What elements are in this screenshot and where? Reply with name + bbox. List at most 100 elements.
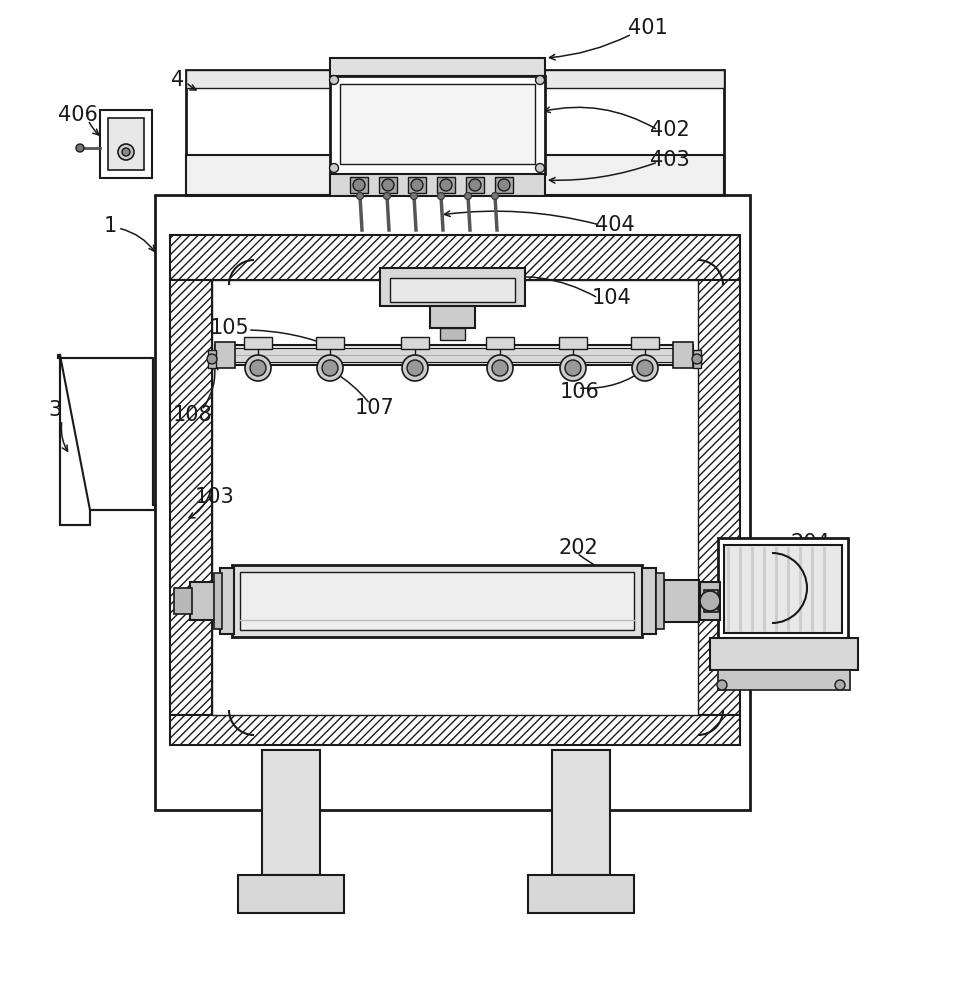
Bar	[700, 582, 720, 620]
Bar	[559, 337, 587, 349]
Circle shape	[632, 355, 658, 381]
Circle shape	[700, 591, 720, 611]
Circle shape	[465, 192, 471, 200]
Bar	[698, 280, 740, 715]
Text: 401: 401	[628, 18, 668, 38]
Bar	[186, 155, 724, 195]
Bar	[495, 177, 513, 193]
Circle shape	[384, 192, 391, 200]
Bar	[673, 342, 693, 368]
Text: 403: 403	[650, 150, 690, 170]
Circle shape	[487, 355, 513, 381]
Text: 108: 108	[172, 405, 212, 425]
Bar	[108, 118, 144, 170]
Text: 107: 107	[355, 398, 395, 418]
Circle shape	[245, 355, 271, 381]
Bar	[552, 750, 610, 875]
Bar	[212, 280, 698, 715]
Bar	[215, 348, 693, 362]
Bar	[170, 280, 212, 715]
Circle shape	[536, 76, 544, 85]
Bar	[724, 545, 842, 633]
Bar	[656, 573, 664, 629]
Bar	[466, 177, 484, 193]
Text: 204: 204	[790, 533, 830, 553]
Bar	[170, 715, 740, 745]
Text: 3: 3	[49, 400, 61, 420]
Circle shape	[322, 360, 338, 376]
Bar	[642, 568, 656, 634]
Bar	[710, 638, 858, 670]
Bar	[664, 580, 699, 622]
Circle shape	[492, 192, 499, 200]
Bar	[330, 76, 545, 174]
Circle shape	[353, 179, 365, 191]
Text: 202: 202	[558, 538, 598, 558]
Text: 205: 205	[790, 648, 830, 668]
Circle shape	[317, 355, 343, 381]
Circle shape	[469, 179, 481, 191]
Circle shape	[76, 144, 84, 152]
Text: 104: 104	[592, 288, 632, 308]
Circle shape	[492, 360, 508, 376]
Bar	[215, 342, 235, 368]
Text: 406: 406	[58, 105, 98, 125]
Bar	[174, 588, 192, 614]
Bar	[240, 572, 634, 630]
Text: 106: 106	[560, 382, 600, 402]
Bar	[155, 195, 750, 810]
Bar	[408, 177, 426, 193]
Bar	[186, 70, 724, 88]
Circle shape	[560, 355, 586, 381]
Bar	[390, 278, 515, 302]
Bar	[718, 670, 850, 690]
Text: 4: 4	[171, 70, 185, 90]
Circle shape	[250, 360, 266, 376]
Circle shape	[410, 192, 418, 200]
Bar	[350, 177, 368, 193]
Bar	[186, 70, 724, 195]
Text: 1: 1	[103, 216, 117, 236]
Circle shape	[692, 354, 702, 364]
Bar	[379, 177, 397, 193]
Bar	[238, 875, 344, 913]
Bar	[380, 268, 525, 306]
Text: 404: 404	[595, 215, 635, 235]
Text: 103: 103	[195, 487, 235, 507]
Bar	[262, 750, 320, 875]
Circle shape	[122, 148, 130, 156]
Circle shape	[118, 144, 134, 160]
Circle shape	[357, 192, 364, 200]
Bar	[718, 538, 848, 638]
Bar	[699, 584, 717, 618]
Circle shape	[411, 179, 423, 191]
Circle shape	[382, 179, 394, 191]
Circle shape	[498, 179, 510, 191]
Bar	[190, 582, 220, 620]
Bar	[244, 337, 272, 349]
Circle shape	[402, 355, 428, 381]
Bar	[486, 337, 514, 349]
Text: 203: 203	[380, 618, 420, 638]
Bar	[704, 590, 718, 612]
Text: 105: 105	[210, 318, 250, 338]
Circle shape	[835, 680, 845, 690]
Bar	[401, 337, 429, 349]
Bar	[232, 565, 642, 637]
Bar	[100, 110, 152, 178]
Circle shape	[407, 360, 423, 376]
Circle shape	[637, 360, 653, 376]
Bar	[215, 345, 693, 365]
Bar	[220, 568, 234, 634]
Bar	[437, 177, 455, 193]
Circle shape	[330, 76, 338, 85]
Bar	[330, 174, 545, 196]
Circle shape	[437, 192, 444, 200]
Polygon shape	[58, 355, 155, 525]
Bar	[440, 328, 465, 340]
Bar	[693, 350, 701, 368]
Circle shape	[440, 179, 452, 191]
Circle shape	[717, 680, 727, 690]
Bar	[430, 306, 475, 328]
Bar	[528, 875, 634, 913]
